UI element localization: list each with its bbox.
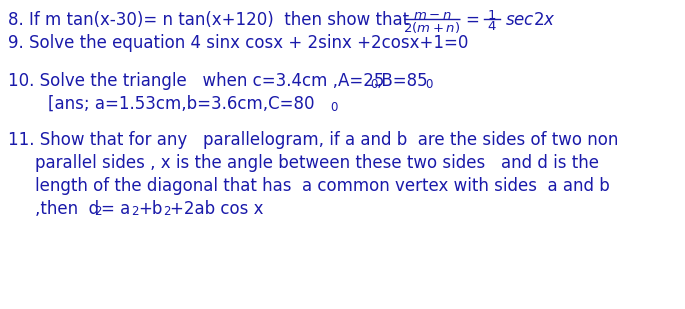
- Text: length of the diagonal that has  a common vertex with sides  a and b: length of the diagonal that has a common…: [35, 177, 610, 195]
- Text: +2ab cos x: +2ab cos x: [170, 200, 264, 218]
- Text: parallel sides , x is the angle between these two sides   and d is the: parallel sides , x is the angle between …: [35, 154, 599, 172]
- Text: 0: 0: [370, 78, 377, 91]
- Text: 11. Show that for any   parallelogram, if a and b  are the sides of two non: 11. Show that for any parallelogram, if …: [8, 131, 619, 149]
- Text: +b: +b: [138, 200, 162, 218]
- Text: $sec2x$: $sec2x$: [505, 11, 556, 29]
- Text: 2: 2: [94, 205, 101, 218]
- Text: $2(m+n)$: $2(m+n)$: [403, 20, 460, 35]
- Text: = a: = a: [101, 200, 130, 218]
- Text: 2: 2: [131, 205, 138, 218]
- Text: 9. Solve the equation 4 sinx cosx + 2sinx +2cosx+1=0: 9. Solve the equation 4 sinx cosx + 2sin…: [8, 34, 469, 52]
- Text: 0: 0: [425, 78, 432, 91]
- Text: =: =: [465, 11, 479, 29]
- Text: 1: 1: [488, 9, 496, 22]
- Text: 4: 4: [488, 20, 496, 33]
- Text: 2: 2: [163, 205, 171, 218]
- Text: ,B=85: ,B=85: [377, 72, 429, 90]
- Text: 10. Solve the triangle   when c=3.4cm ,A=25: 10. Solve the triangle when c=3.4cm ,A=2…: [8, 72, 384, 90]
- Text: [ans; a=1.53cm,b=3.6cm,C=80: [ans; a=1.53cm,b=3.6cm,C=80: [48, 95, 314, 113]
- Text: 0: 0: [330, 101, 338, 114]
- Text: ,then  d: ,then d: [35, 200, 99, 218]
- Text: 8. If m tan(x-30)= n tan(x+120)  then show that: 8. If m tan(x-30)= n tan(x+120) then sho…: [8, 11, 409, 29]
- Text: $m-n$: $m-n$: [412, 9, 451, 22]
